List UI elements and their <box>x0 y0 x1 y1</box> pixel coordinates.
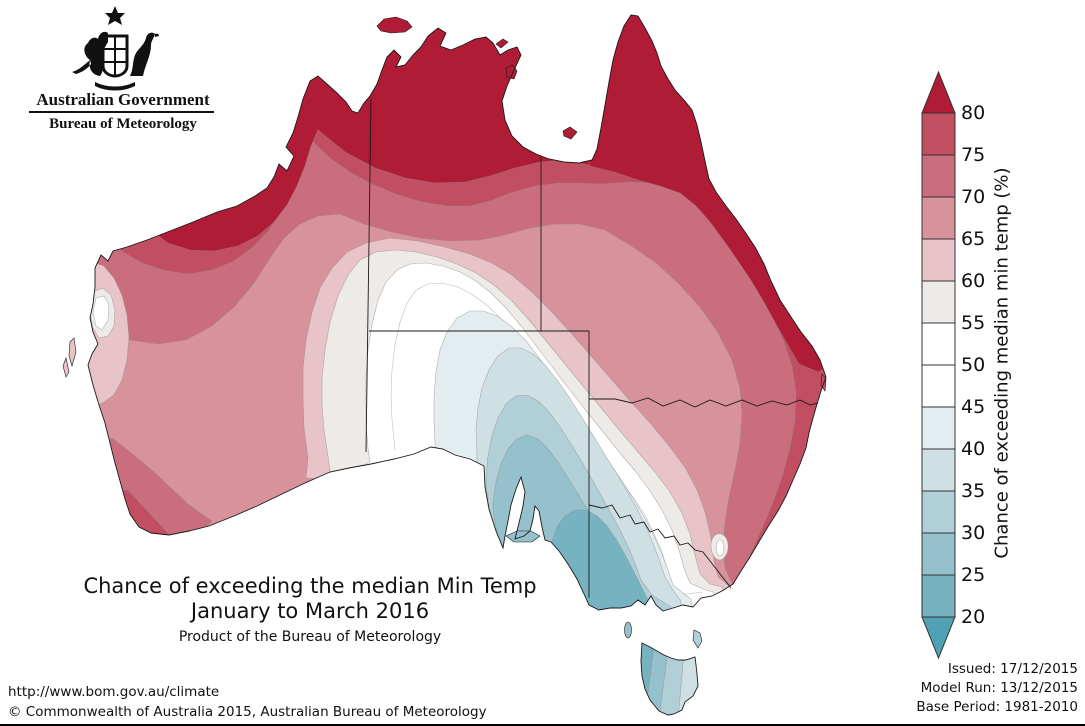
coastline-mainland <box>87 14 827 612</box>
colorbar-segment <box>921 532 956 576</box>
island-mornington <box>562 126 578 140</box>
colorbar-segment <box>921 574 956 618</box>
colorbar-segment <box>921 448 956 492</box>
arms-shield-icon <box>101 34 129 78</box>
base-period: Base Period: 1981-2010 <box>916 699 1078 715</box>
colorbar-segment <box>921 238 956 282</box>
colorbar-segment <box>921 322 956 366</box>
colorbar-segment <box>921 364 956 408</box>
model-run-date: Model Run: 13/12/2015 <box>920 680 1078 696</box>
colorbar-tick-label: 80 <box>961 102 986 124</box>
colorbar-segment <box>921 406 956 450</box>
arms-emu-icon <box>130 32 159 76</box>
colorbar-tick-label: 50 <box>961 354 986 376</box>
colorbar-segment <box>921 196 956 240</box>
tas-band-20-25 <box>641 643 655 713</box>
border-wa <box>365 98 372 453</box>
state-borders <box>365 98 819 598</box>
issue-info-block: Issued: 17/12/2015 Model Run: 13/12/2015… <box>916 660 1078 717</box>
coastline-tasmania <box>640 642 699 716</box>
map-subtitle-period: January to March 2016 <box>190 599 430 623</box>
logo-australian-government: Australian Government <box>36 90 210 109</box>
colorbar-axis-label: Chance of exceeding median min temp (%) <box>991 167 1013 559</box>
colorbar-segment <box>921 280 956 324</box>
colorbar-segment <box>921 154 956 198</box>
colorbar-arrow-bottom <box>921 616 956 660</box>
colorbar-arrow-top <box>921 70 956 114</box>
arms-kangaroo-icon <box>72 31 108 76</box>
colorbar-tick-label: 30 <box>961 522 986 544</box>
bottom-border-line <box>0 724 1085 726</box>
island-wessel <box>495 38 509 49</box>
logo-bureau-of-meteorology: Bureau of Meteorology <box>49 116 197 132</box>
issued-date: Issued: 17/12/2015 <box>947 661 1078 677</box>
colorbar-tick-label: 25 <box>961 564 986 586</box>
footer-copyright: © Commonwealth of Australia 2015, Austra… <box>8 704 487 720</box>
island-melville <box>376 16 413 34</box>
colorbar <box>921 70 956 660</box>
border-murray-nsw-vic <box>588 504 732 589</box>
island-king <box>624 621 632 639</box>
border-qld-nsw <box>589 397 819 408</box>
arms-star-icon <box>105 6 125 25</box>
colorbar-tick-label: 45 <box>961 396 986 418</box>
island-dirk-hartog <box>68 337 77 368</box>
colorbar-segment <box>921 490 956 534</box>
arms-scroll-icon <box>95 82 135 91</box>
colorbar-tick-label: 65 <box>961 228 986 250</box>
colorbar-tick-label: 75 <box>961 144 986 166</box>
colorbar-tick-label: 40 <box>961 438 986 460</box>
island-flinders <box>692 629 703 649</box>
band-snowy-pocket-inner <box>715 539 725 557</box>
colorbar-tick-label: 60 <box>961 270 986 292</box>
tas-band-25-30 <box>641 643 669 715</box>
colorbar-tick-label: 20 <box>961 606 986 628</box>
island-dirk-hartog-2 <box>62 356 70 378</box>
map-product-note: Product of the Bureau of Meteorology <box>178 629 442 645</box>
map-title: Chance of exceeding the median Min Temp <box>83 574 537 598</box>
colorbar-segment <box>921 112 956 156</box>
colorbar-tick-label: 55 <box>961 312 986 334</box>
footer-url: http://www.bom.gov.au/climate <box>8 684 220 700</box>
band-white-sharkbay <box>92 295 110 331</box>
logo-divider <box>29 111 214 113</box>
colorbar-tick-label: 35 <box>961 480 986 502</box>
colorbar-tick-label: 70 <box>961 186 986 208</box>
footer-block: http://www.bom.gov.au/climate © Commonwe… <box>8 682 487 722</box>
coat-of-arms-icon <box>72 6 159 91</box>
map-title-block: Chance of exceeding the median Min Temp … <box>55 574 565 648</box>
tasmania-contour-bands <box>641 643 698 715</box>
